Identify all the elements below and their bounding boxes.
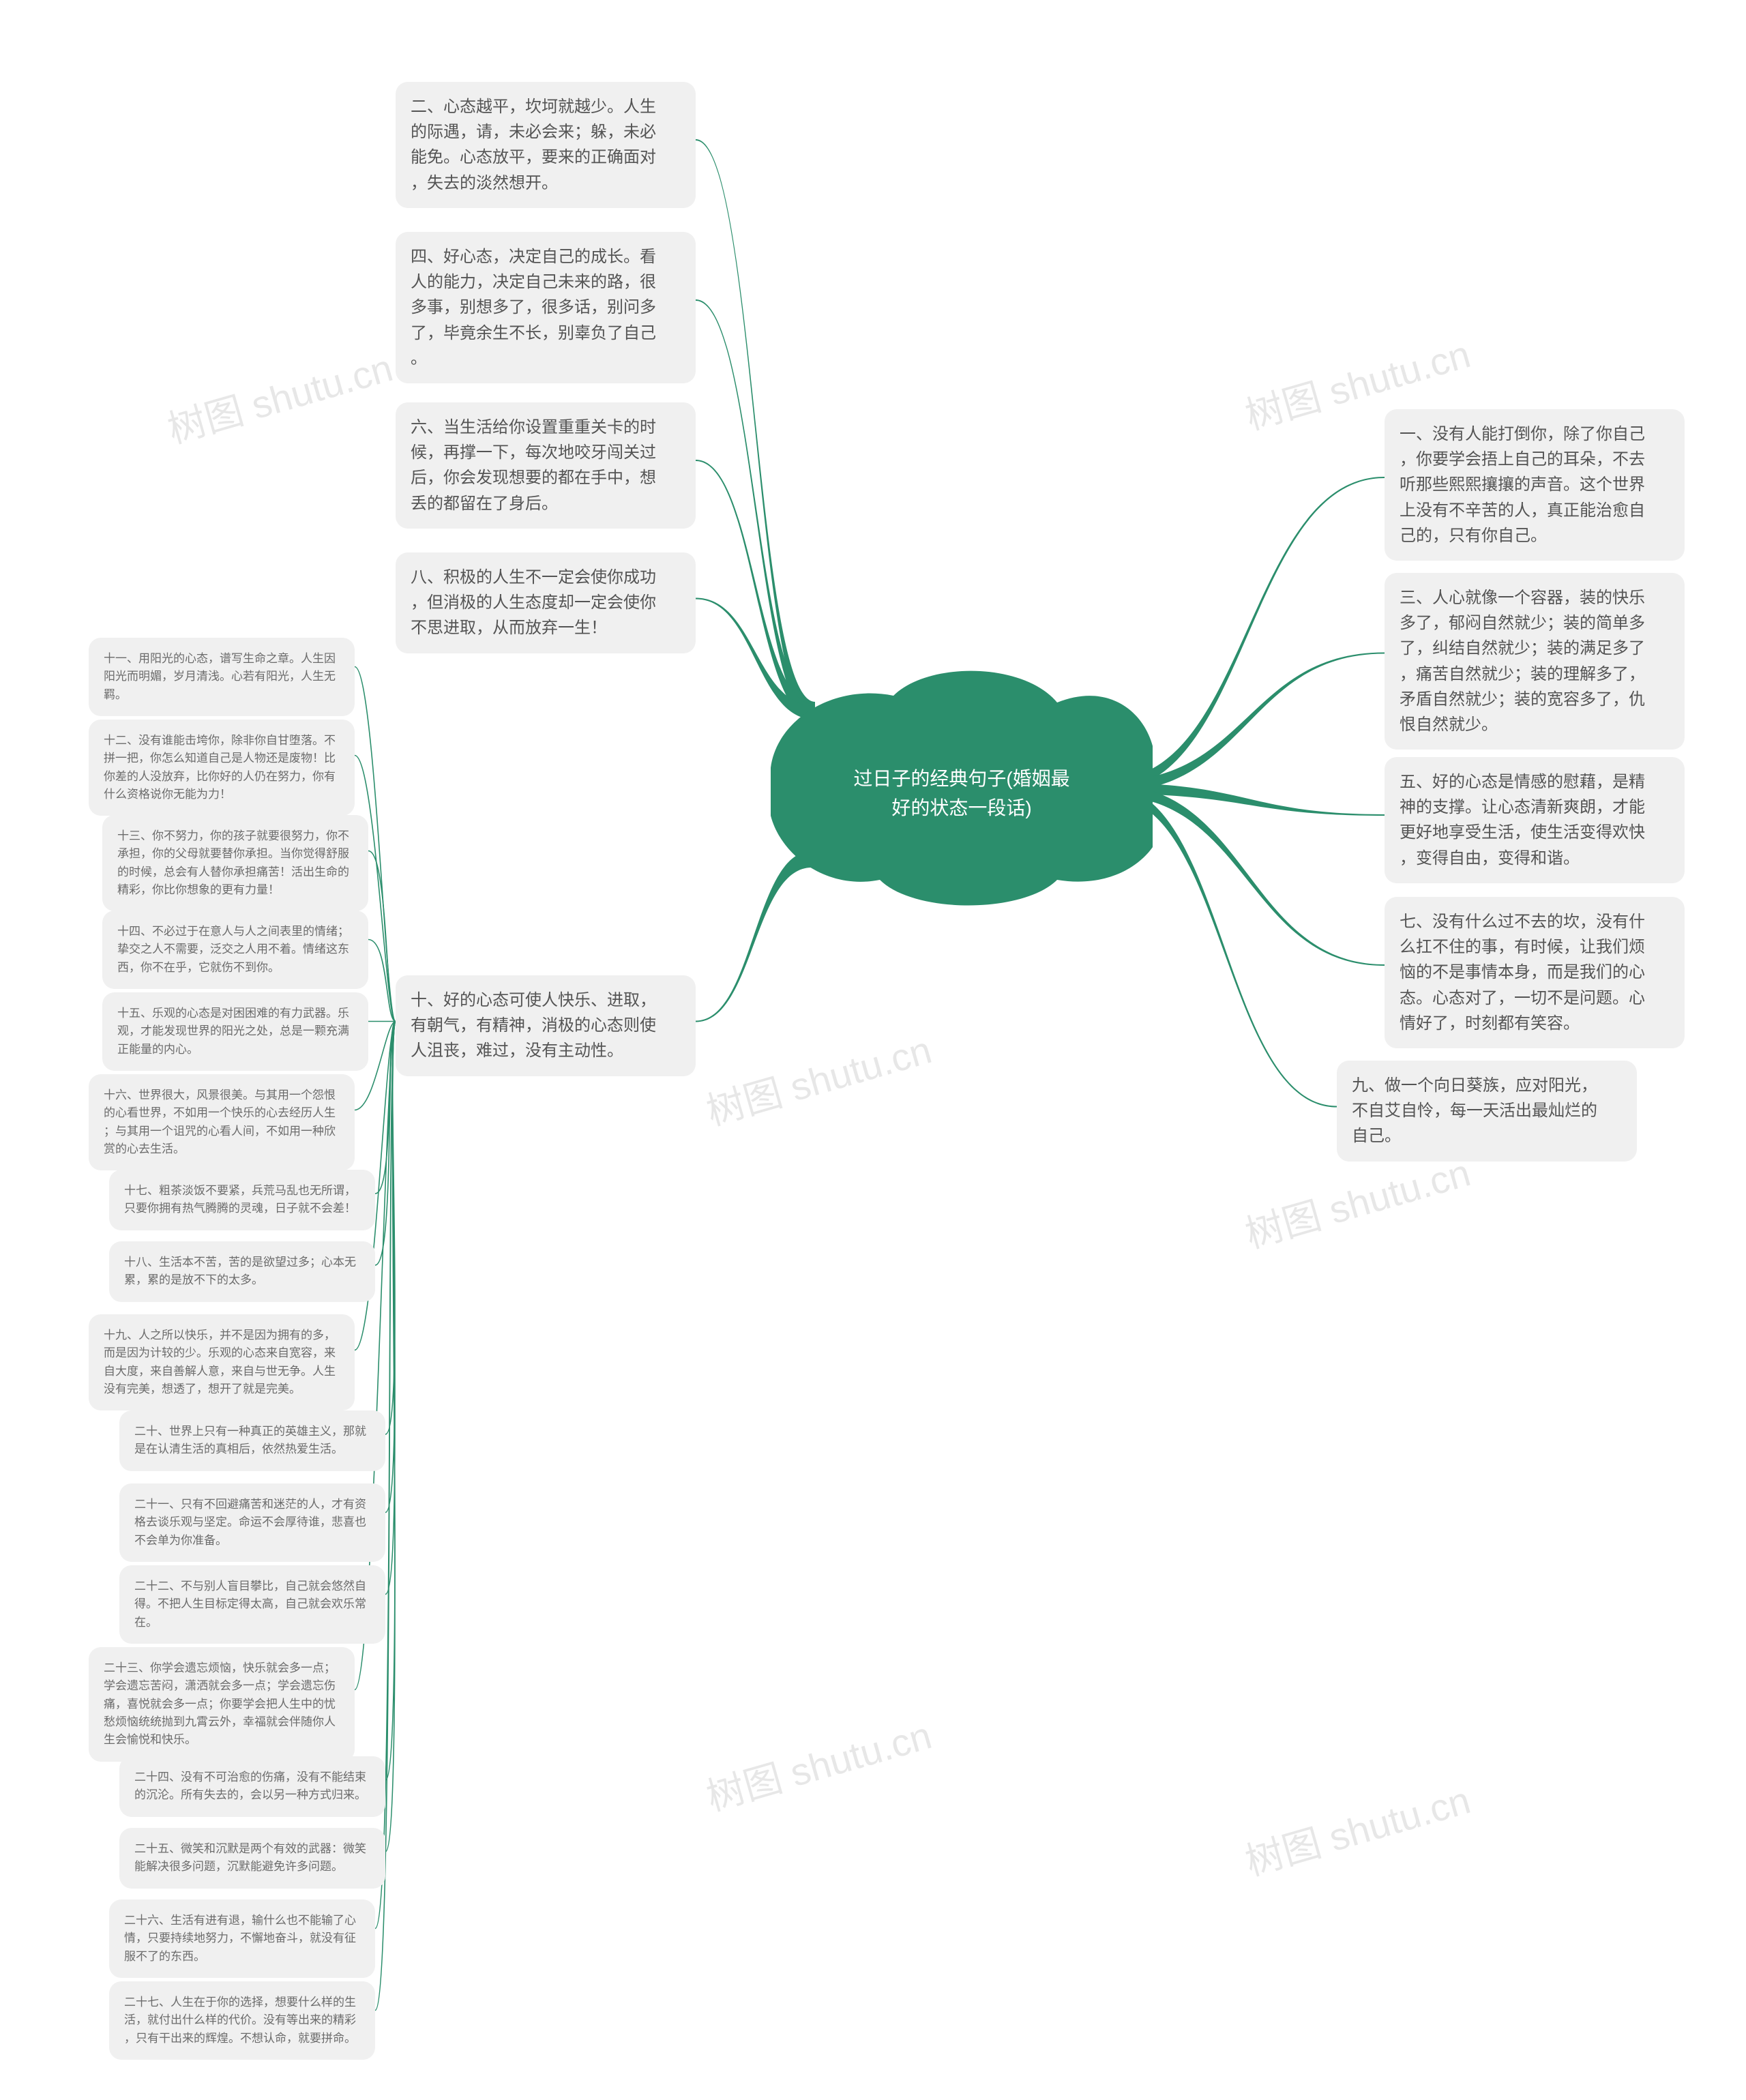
mindmap-node[interactable]: 七、没有什么过不去的坎，没有什 么扛不住的事，有时候，让我们烦 恼的不是事情本身… — [1385, 897, 1685, 1048]
mindmap-node[interactable]: 十六、世界很大，风景很美。与其用一个怨恨 的心看世界，不如用一个快乐的心去经历人… — [89, 1074, 355, 1170]
mindmap-node[interactable]: 二十四、没有不可治愈的伤痛，没有不能结束 的沉沦。所有失去的，会以另一种方式归来… — [119, 1756, 385, 1817]
mindmap-node[interactable]: 二十七、人生在于你的选择，想要什么样的生 活，就付出什么样的代价。没有等出来的精… — [109, 1981, 375, 2060]
mindmap-node[interactable]: 十一、用阳光的心态，谱写生命之章。人生因 阳光而明媚，岁月清浅。心若有阳光，人生… — [89, 638, 355, 716]
mindmap-node[interactable]: 二十、世界上只有一种真正的英雄主义，那就 是在认清生活的真相后，依然热爱生活。 — [119, 1410, 385, 1471]
mindmap-node[interactable]: 十二、没有谁能击垮你，除非你自甘堕落。不 拼一把，你怎么知道自己是人物还是废物！… — [89, 720, 355, 816]
mindmap-node[interactable]: 六、当生活给你设置重重关卡的时 候，再撑一下，每次地咬牙闯关过 后，你会发现想要… — [396, 402, 696, 529]
mindmap-node[interactable]: 十四、不必过于在意人与人之间表里的情绪； 挚交之人不需要，泛交之人用不着。情绪这… — [102, 911, 368, 989]
mindmap-node[interactable]: 二、心态越平，坎坷就越少。人生 的际遇，请，未必会来；躲，未必 能免。心态放平，… — [396, 82, 696, 208]
watermark: 树图 shutu.cn — [160, 338, 398, 454]
mindmap-node[interactable]: 十八、生活本不苦，苦的是欲望过多；心本无 累，累的是放不下的太多。 — [109, 1241, 375, 1302]
mindmap-node[interactable]: 三、人心就像一个容器，装的快乐 多了，郁闷自然就少；装的简单多 了，纠结自然就少… — [1385, 573, 1685, 750]
mindmap-node[interactable]: 十三、你不努力，你的孩子就要很努力，你不 承担，你的父母就要替你承担。当你觉得舒… — [102, 815, 368, 911]
mindmap-node[interactable]: 十七、粗茶淡饭不要紧，兵荒马乱也无所谓， 只要你拥有热气腾腾的灵魂，日子就不会差… — [109, 1170, 375, 1230]
mindmap-canvas: 过日子的经典句子(婚姻最 好的状态一段话) 二、心态越平，坎坷就越少。人生 的际遇… — [0, 0, 1746, 2100]
central-topic[interactable]: 过日子的经典句子(婚姻最 好的状态一段话) — [771, 662, 1153, 921]
mindmap-node[interactable]: 二十六、生活有进有退，输什么也不能输了心 情，只要持续地努力，不懈地奋斗，就没有… — [109, 1899, 375, 1978]
mindmap-node[interactable]: 五、好的心态是情感的慰藉，是精 神的支撑。让心态清新爽朗，才能 更好地享受生活，… — [1385, 757, 1685, 883]
watermark: 树图 shutu.cn — [1238, 1770, 1475, 1887]
mindmap-node[interactable]: 八、积极的人生不一定会使你成功 ，但消极的人生态度却一定会使你 不思进取，从而放… — [396, 552, 696, 653]
watermark: 树图 shutu.cn — [699, 1020, 936, 1136]
mindmap-node[interactable]: 二十三、你学会遗忘烦恼，快乐就会多一点； 学会遗忘苦闷，潇洒就会多一点；学会遗忘… — [89, 1647, 355, 1762]
watermark: 树图 shutu.cn — [699, 1705, 936, 1822]
mindmap-node[interactable]: 二十二、不与别人盲目攀比，自己就会悠然自 得。不把人生目标定得太高，自己就会欢乐… — [119, 1565, 385, 1644]
mindmap-node[interactable]: 二十五、微笑和沉默是两个有效的武器：微笑 能解决很多问题，沉默能避免许多问题。 — [119, 1828, 385, 1889]
mindmap-node[interactable]: 二十一、只有不回避痛苦和迷茫的人，才有资 格去谈乐观与坚定。命运不会厚待谁，悲喜… — [119, 1483, 385, 1562]
central-topic-label: 过日子的经典句子(婚姻最 好的状态一段话) — [771, 764, 1153, 823]
mindmap-node[interactable]: 十五、乐观的心态是对困困难的有力武器。乐 观，才能发现世界的阳光之处，总是一颗充… — [102, 992, 368, 1071]
mindmap-node[interactable]: 九、做一个向日葵族，应对阳光， 不自艾自怜，每一天活出最灿烂的 自己。 — [1337, 1061, 1637, 1162]
mindmap-node[interactable]: 四、好心态，决定自己的成长。看 人的能力，决定自己未来的路，很 多事，别想多了，… — [396, 232, 696, 383]
mindmap-node[interactable]: 十九、人之所以快乐，并不是因为拥有的多， 而是因为计较的少。乐观的心态来自宽容，… — [89, 1314, 355, 1410]
mindmap-node[interactable]: 一、没有人能打倒你，除了你自己 ，你要学会捂上自己的耳朵，不去 听那些熙熙攘攘的… — [1385, 409, 1685, 561]
mindmap-node[interactable]: 十、好的心态可使人快乐、进取， 有朝气，有精神，消极的心态则使 人沮丧，难过，没… — [396, 975, 696, 1076]
